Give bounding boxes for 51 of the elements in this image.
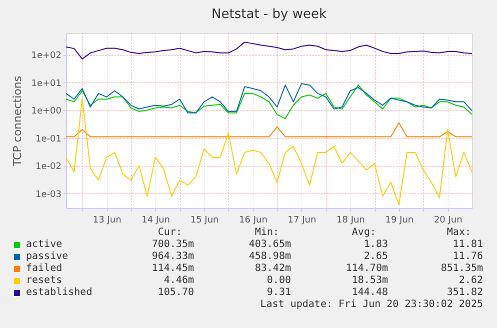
- text: 83.42m: [254, 263, 291, 275]
- text: 18.53m: [352, 275, 388, 287]
- text: Cur:: [158, 227, 182, 239]
- text: 700.35m: [152, 239, 194, 251]
- text: 2.62: [458, 275, 483, 287]
- text: 9.31: [266, 287, 291, 299]
- legend-label: established: [26, 287, 92, 299]
- text: Last update: Fri Jun 20 23:30:02 2025: [260, 299, 483, 311]
- text: 1.83: [364, 239, 388, 251]
- line-series: [66, 42, 472, 60]
- x-tick-label: 16 Jun: [239, 216, 268, 226]
- text: 964.33m: [152, 251, 194, 263]
- chart-title: Netstat - by week: [212, 7, 327, 22]
- legend-label: active: [26, 239, 62, 251]
- text: Min:: [254, 227, 279, 239]
- text: 11.81: [452, 239, 483, 251]
- y-tick-label: 1e+00: [31, 106, 62, 117]
- legend-label: resets: [26, 275, 62, 287]
- y-tick-label: 1e-02: [36, 162, 62, 172]
- text: Max:: [446, 227, 471, 239]
- x-tick-label: 15 Jun: [190, 216, 219, 226]
- x-tick-label: 17 Jun: [288, 216, 316, 226]
- text: 458.98m: [248, 251, 291, 263]
- text: 403.65m: [248, 239, 291, 251]
- y-tick-label: 1e+02: [31, 51, 62, 62]
- text: 144.48: [352, 287, 388, 299]
- legend-label: failed: [26, 263, 62, 275]
- line-series: [66, 83, 472, 114]
- line-series: [66, 98, 472, 206]
- line-series: [66, 122, 472, 138]
- text: 114.45m: [152, 263, 194, 275]
- text: 4.46m: [164, 275, 194, 287]
- x-tick-label: 20 Jun: [434, 216, 462, 226]
- legend-label: passive: [26, 251, 68, 263]
- x-tick-label: 14 Jun: [142, 216, 170, 226]
- y-tick-label: 1e+01: [31, 78, 62, 89]
- y-axis-title: TCP connections: [11, 76, 24, 168]
- text: 11.76: [452, 251, 483, 263]
- x-tick-label: 18 Jun: [336, 216, 365, 226]
- text: 351.82: [446, 287, 483, 299]
- y-tick-label: 1e-03: [36, 190, 62, 200]
- line-series: [66, 84, 472, 120]
- text: 114.70m: [346, 263, 388, 275]
- text: 851.35m: [440, 263, 483, 275]
- text: 105.70: [158, 287, 194, 299]
- text: Avg:: [352, 227, 376, 239]
- text: 2.65: [364, 251, 388, 263]
- x-tick-label: 19 Jun: [385, 216, 414, 226]
- text: 0.00: [266, 275, 291, 287]
- y-tick-label: 1e-01: [36, 134, 62, 144]
- x-tick-label: 13 Jun: [92, 216, 122, 226]
